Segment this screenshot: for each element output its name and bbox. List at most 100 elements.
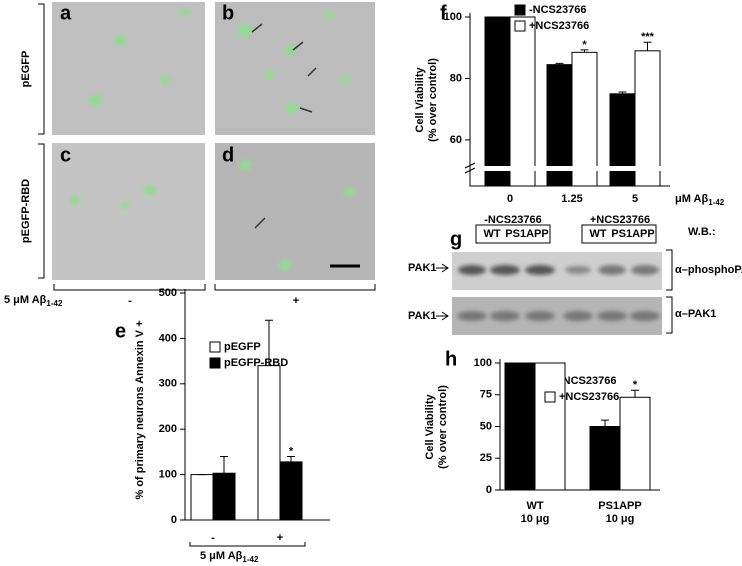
y-tick-label: 400 (159, 332, 177, 344)
micrograph (215, 2, 375, 135)
bar (509, 16, 536, 187)
y-tick-label: 100 (444, 11, 462, 23)
x-tick-sublabel: 10 μg (521, 513, 550, 525)
western-blot: g -NCS23766 +NCS23766 W.B.: WT PS1APP WT… (408, 214, 742, 335)
y-tick-label: 50 (480, 420, 492, 432)
legend-swatch (209, 357, 221, 369)
significance: * (582, 39, 587, 51)
panel-letter: h (445, 348, 457, 370)
column-label: + (293, 295, 299, 307)
error-bar (580, 49, 589, 53)
y-tick-label: 60 (450, 134, 462, 146)
panel-letter: g (450, 228, 462, 250)
bar (257, 365, 281, 521)
legend-label: +NCS23766 (559, 391, 619, 403)
x-tick-label: 5 (632, 193, 638, 205)
gfp-cells (70, 8, 356, 270)
legend-swatch (514, 4, 526, 16)
bar (571, 51, 598, 187)
x-tick-label: - (211, 532, 215, 544)
micrograph (52, 2, 205, 135)
error-bar (265, 319, 273, 366)
arrows (251, 23, 317, 229)
legend-swatch (514, 20, 526, 32)
lane-box (475, 224, 551, 244)
legend-label: pEGFP (224, 341, 261, 353)
treatment-sub: 1-42 (46, 299, 63, 308)
axes (469, 13, 670, 187)
x-tick-label: 1.25 (561, 193, 582, 205)
y-tick-label: 300 (159, 378, 177, 390)
blot-group: -NCS23766 (484, 214, 541, 226)
panel-letter: b (222, 2, 234, 24)
bar (634, 50, 661, 187)
legend-swatch (209, 341, 221, 353)
lane-label: WT (589, 228, 606, 240)
row-label: pEGFP-RBD (20, 179, 32, 243)
x-bracket (189, 542, 306, 547)
y-tick-label: 100 (474, 357, 492, 369)
bar (190, 474, 214, 521)
legend-label: -NCS23766 (559, 375, 616, 387)
bar (484, 16, 511, 187)
legend-swatch (544, 391, 556, 403)
x-axis-label-main: μM Aβ (675, 193, 708, 205)
bar (589, 426, 621, 491)
bar (279, 461, 303, 521)
error-bar (618, 91, 627, 94)
bar (504, 362, 536, 491)
x-tick-label: 0 (507, 193, 513, 205)
error-bar (631, 389, 639, 398)
legend-label: pEGFP-RBD (224, 357, 288, 369)
blot-group: +NCS23766 (590, 214, 650, 226)
y-axis-label: (% over control) (437, 385, 449, 469)
blot-arrows (436, 263, 449, 321)
panel-letter: f (440, 2, 447, 24)
micrographs: a b c d pEGFP pEGFP-RBD 5 μM Aβ1-42 - + (4, 2, 376, 308)
error-bar (643, 41, 652, 51)
blot-wb: W.B.: (688, 226, 716, 238)
significance: *** (641, 31, 655, 43)
column-label: - (128, 295, 132, 307)
blot-bracket (666, 249, 673, 334)
y-tick-label: 500 (159, 287, 177, 299)
y-tick-label: 100 (159, 469, 177, 481)
panel-letter: c (60, 144, 71, 166)
error-bar (601, 419, 609, 427)
bands (457, 265, 660, 321)
y-tick-label: 0 (486, 484, 492, 496)
bar (619, 396, 651, 491)
significance: * (633, 379, 638, 391)
x-tick-label: WT (526, 500, 543, 512)
panel-letter: a (60, 2, 72, 24)
bar (212, 472, 236, 521)
row-bracket (38, 3, 45, 279)
blot-strip (452, 252, 662, 290)
y-axis-label: (% over control) (427, 58, 439, 142)
panel-letter: d (222, 144, 234, 166)
x-axis-label: 5 μM Aβ1-42 (200, 550, 259, 564)
y-axis-label: Cell Viability (414, 67, 426, 133)
error-bar (220, 455, 228, 474)
y-tick-label: 25 (480, 452, 492, 464)
bar (534, 362, 566, 491)
error-bar (555, 62, 564, 65)
x-axis-label-main: 5 μM Aβ (200, 550, 243, 562)
y-tick-label: 200 (159, 423, 177, 435)
bar (609, 93, 636, 187)
antibody: α–PAK1 (675, 308, 716, 320)
blot-row: PAK1 (408, 262, 437, 274)
row-label: pEGFP (20, 51, 32, 88)
treatment-label: 5 μM Aβ1-42 (4, 294, 63, 308)
x-tick-sublabel: 10 μg (606, 513, 635, 525)
axes (499, 359, 660, 491)
column-bracket (53, 284, 376, 291)
lane-label: WT (483, 228, 500, 240)
x-axis-label: μM Aβ1-42 (675, 193, 725, 207)
axes (184, 289, 330, 521)
error-bar (287, 455, 295, 462)
treatment: 5 μM Aβ (4, 294, 47, 306)
lane-label: PS1APP (611, 228, 654, 240)
lane-box (581, 224, 657, 244)
